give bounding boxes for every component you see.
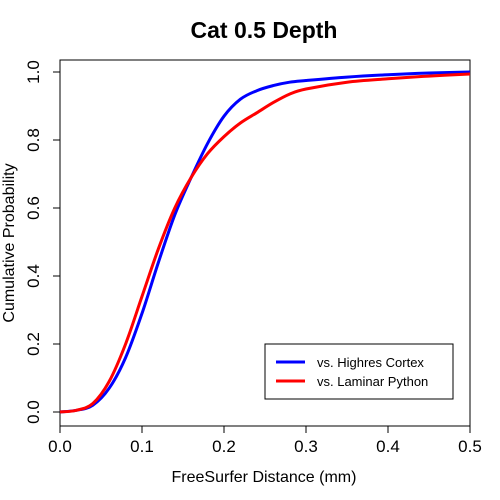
legend-box xyxy=(264,343,454,400)
x-tick-label: 0.3 xyxy=(294,437,318,456)
series-line-laminar-python xyxy=(59,72,471,414)
y-tick-label: 1.0 xyxy=(24,60,43,84)
chart-title: Cat 0.5 Depth xyxy=(191,17,338,43)
legend-label-highres-cortex: vs. Highres Cortex xyxy=(317,355,424,370)
x-tick-label: 0.0 xyxy=(48,437,72,456)
x-tick-label: 0.1 xyxy=(130,437,154,456)
x-axis: 0.0 0.1 0.2 0.3 0.4 0.5 xyxy=(48,425,482,456)
y-tick-label: 0.8 xyxy=(24,128,43,152)
legend: vs. Highres Cortex vs. Laminar Python xyxy=(264,343,454,400)
y-tick-label: 0.2 xyxy=(24,332,43,356)
y-axis-label: Cumulative Probability xyxy=(1,163,18,322)
y-tick-label: 0.6 xyxy=(24,196,43,220)
series-line-highres-cortex xyxy=(59,70,471,414)
x-tick-label: 0.4 xyxy=(376,437,400,456)
x-tick-label: 0.5 xyxy=(458,437,482,456)
x-tick-label: 0.2 xyxy=(212,437,236,456)
x-axis-label: FreeSurfer Distance (mm) xyxy=(172,469,357,486)
legend-label-laminar-python: vs. Laminar Python xyxy=(317,374,428,389)
y-tick-label: 0.4 xyxy=(24,264,43,288)
series-group xyxy=(59,70,471,414)
y-tick-label: 0.0 xyxy=(24,400,43,424)
y-axis: 0.0 0.2 0.4 0.6 0.8 1.0 xyxy=(24,60,61,424)
